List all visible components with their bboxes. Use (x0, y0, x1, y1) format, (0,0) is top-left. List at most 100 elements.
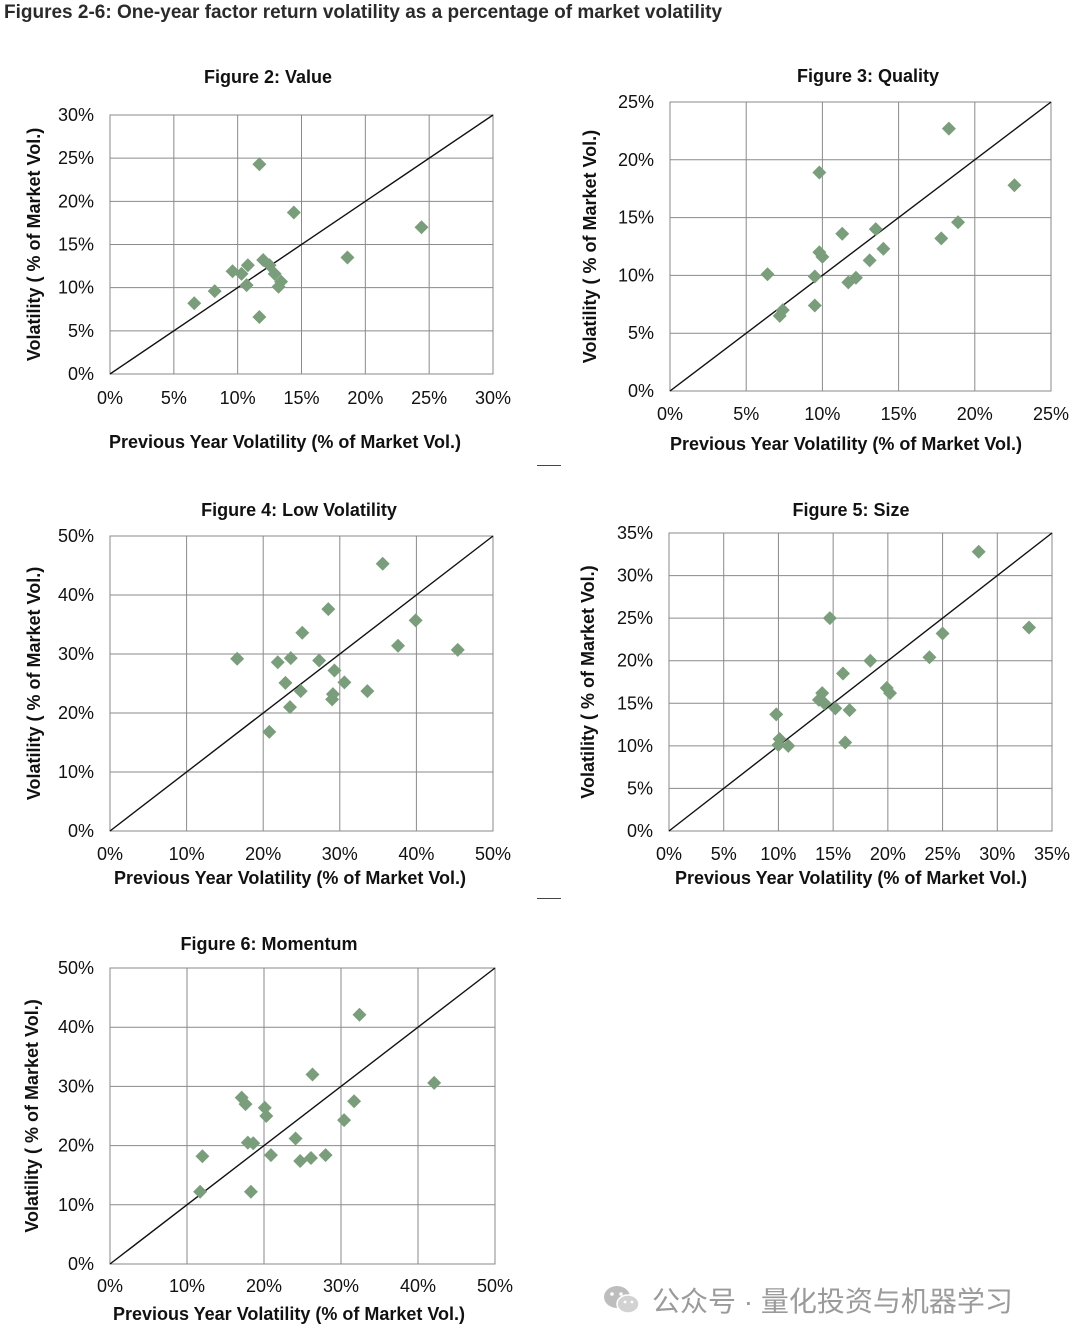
x-tick-label: 20% (245, 844, 281, 864)
y-tick-label: 30% (58, 105, 94, 125)
separator-dash (537, 465, 561, 466)
data-point (817, 696, 832, 711)
plot-frame (109, 114, 494, 375)
x-tick-label: 20% (957, 404, 993, 424)
chart-title: Figure 2: Value (204, 67, 332, 87)
y-tick-label: 30% (58, 1076, 94, 1096)
data-point (274, 274, 289, 289)
y-tick-label: 20% (58, 703, 94, 723)
y-tick-label: 10% (58, 762, 94, 782)
diagonal-line (109, 535, 494, 832)
y-tick-label: 40% (58, 585, 94, 605)
data-point (195, 1149, 210, 1164)
data-point (922, 650, 937, 665)
y-tick-label: 5% (628, 323, 654, 343)
watermark-text: 公众号 · 量化投资与机器学习 (652, 1286, 1013, 1317)
y-tick-label: 0% (68, 364, 94, 384)
data-point (283, 700, 298, 715)
data-point (293, 1153, 308, 1168)
y-tick-label: 20% (617, 651, 653, 671)
x-tick-label: 15% (881, 404, 917, 424)
x-tick-label: 50% (475, 844, 511, 864)
y-tick-label: 50% (58, 958, 94, 978)
data-point (822, 611, 837, 626)
diagonal-line (109, 114, 494, 375)
data-point (883, 686, 898, 701)
diagonal-line (668, 532, 1053, 832)
y-tick-label: 20% (58, 1136, 94, 1156)
data-point (807, 269, 822, 284)
data-point (187, 296, 202, 311)
data-point (408, 613, 423, 628)
x-tick-label: 20% (870, 844, 906, 864)
chart-title: Figure 5: Size (792, 500, 909, 520)
data-point (252, 157, 267, 172)
x-tick-label: 10% (220, 388, 256, 408)
data-point (340, 250, 355, 265)
y-axis-label: Volatility ( % of Market Vol.) (24, 128, 44, 361)
y-tick-label: 25% (617, 608, 653, 628)
data-point (414, 220, 429, 235)
data-point (772, 732, 787, 747)
x-axis-label: Previous Year Volatility (% of Market Vo… (675, 868, 1027, 888)
y-tick-label: 20% (618, 150, 654, 170)
y-tick-label: 50% (58, 526, 94, 546)
data-point (288, 1131, 303, 1146)
data-point (835, 666, 850, 681)
x-tick-label: 15% (283, 388, 319, 408)
y-tick-label: 15% (618, 208, 654, 228)
data-point (838, 735, 853, 750)
y-tick-label: 5% (627, 778, 653, 798)
data-point (848, 270, 863, 285)
data-point (318, 1148, 333, 1163)
y-tick-label: 10% (58, 278, 94, 298)
data-point (941, 121, 956, 136)
y-tick-label: 25% (58, 148, 94, 168)
data-point (239, 278, 254, 293)
y-axis-label: Volatility ( % of Market Vol.) (24, 567, 44, 800)
x-tick-label: 40% (400, 1276, 436, 1296)
y-tick-label: 20% (58, 191, 94, 211)
x-tick-label: 0% (97, 1276, 123, 1296)
chart-title: Figure 4: Low Volatility (201, 500, 397, 520)
y-tick-label: 10% (618, 265, 654, 285)
data-point (812, 165, 827, 180)
separator-dash (537, 898, 561, 899)
data-point (327, 663, 342, 678)
data-point (815, 249, 830, 264)
data-point (815, 686, 830, 701)
data-point (286, 205, 301, 220)
data-point (312, 653, 327, 668)
data-point (337, 1113, 352, 1128)
data-point (360, 684, 375, 699)
y-axis-label: Volatility ( % of Market Vol.) (22, 999, 42, 1232)
data-point (807, 298, 822, 313)
data-point (240, 258, 255, 273)
chart-title: Figure 6: Momentum (180, 934, 357, 954)
x-tick-label: 5% (161, 388, 187, 408)
data-point (1007, 178, 1022, 193)
x-tick-label: 0% (657, 404, 683, 424)
x-tick-label: 30% (322, 844, 358, 864)
plot-frame (109, 535, 494, 832)
data-point (862, 253, 877, 268)
data-point (267, 266, 282, 281)
y-tick-label: 0% (628, 381, 654, 401)
x-tick-label: 30% (979, 844, 1015, 864)
x-tick-label: 20% (347, 388, 383, 408)
data-point (337, 675, 352, 690)
x-tick-label: 0% (97, 388, 123, 408)
data-point (842, 703, 857, 718)
y-tick-label: 10% (617, 736, 653, 756)
y-tick-label: 30% (58, 644, 94, 664)
data-point (252, 310, 267, 325)
data-point (1022, 620, 1037, 635)
data-point (828, 701, 843, 716)
x-tick-label: 10% (169, 1276, 205, 1296)
data-point (283, 651, 298, 666)
y-tick-label: 25% (618, 92, 654, 112)
data-point (262, 724, 277, 739)
data-point (781, 738, 796, 753)
x-tick-label: 0% (656, 844, 682, 864)
